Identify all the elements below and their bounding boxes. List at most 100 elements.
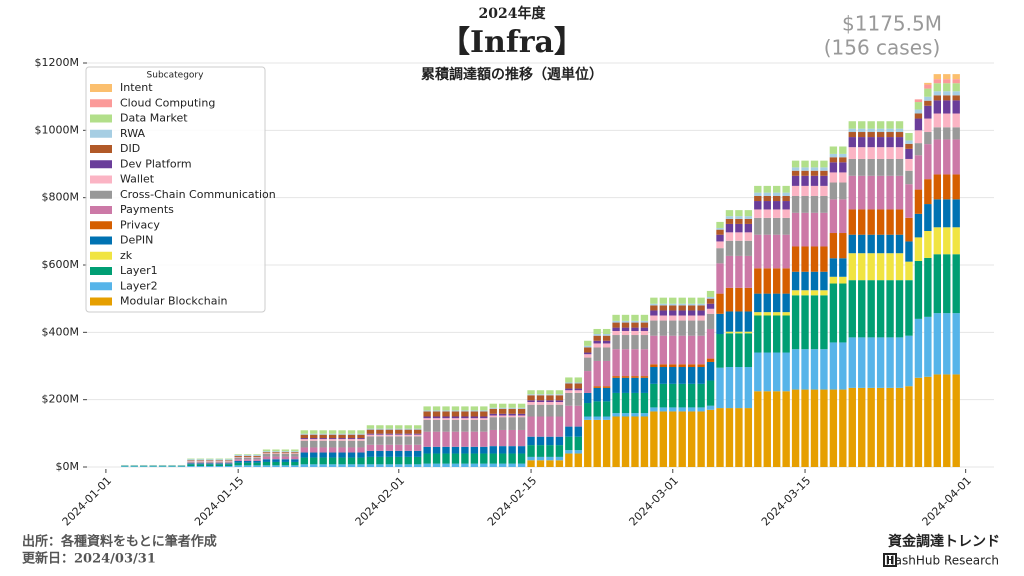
bar-segment <box>744 210 753 217</box>
bar-segment <box>612 416 620 467</box>
bar-segment <box>820 246 828 272</box>
bar-segment <box>858 147 866 159</box>
bar-segment <box>527 394 535 396</box>
bar-segment <box>848 121 856 129</box>
bar-segment <box>801 271 809 291</box>
bar-segment <box>735 331 743 334</box>
bar-segment <box>876 147 885 159</box>
bar-segment <box>810 167 819 171</box>
bar-segment <box>725 218 734 224</box>
bar-segment <box>499 429 507 447</box>
bar-segment <box>357 464 365 467</box>
bar-segment <box>612 335 620 350</box>
bar-segment <box>791 389 800 467</box>
bar-segment <box>432 410 441 412</box>
legend-title: Subcategory <box>147 71 205 81</box>
bar-segment <box>735 333 743 368</box>
bar-segment <box>933 199 941 228</box>
bar-segment <box>905 280 913 336</box>
bar-segment <box>914 155 923 190</box>
bar-segment <box>404 425 412 429</box>
bar-segment <box>489 453 497 464</box>
bar-segment <box>461 410 469 412</box>
bar-segment <box>593 386 601 388</box>
bar-segment <box>262 465 271 467</box>
bar-segment <box>196 462 205 464</box>
bar-segment <box>328 439 337 441</box>
bar-segment <box>782 201 790 210</box>
bar-segment <box>943 254 951 314</box>
legend-label: Wallet <box>120 173 155 186</box>
bar-segment <box>848 158 856 176</box>
bar-segment <box>385 444 394 451</box>
bar-segment <box>262 461 271 466</box>
bar-segment <box>300 457 308 465</box>
bar-segment <box>140 466 148 467</box>
bar-segment <box>225 460 233 462</box>
bar-segment <box>272 456 280 460</box>
bar-segment <box>754 315 762 353</box>
bar-segment <box>451 431 460 447</box>
bar-segment <box>659 303 668 306</box>
bar-segment <box>508 417 516 430</box>
brand: 資金調達トレンド <box>888 533 1000 550</box>
bar-segment <box>281 461 290 466</box>
bar-segment <box>791 167 800 171</box>
bar-segment <box>281 459 290 462</box>
bar-segment <box>744 240 753 256</box>
bar-segment <box>820 271 828 291</box>
bar-segment <box>584 371 592 393</box>
bar-segment <box>763 185 771 193</box>
chart-subtitle: 累積調達額の推移（週単位） <box>421 66 603 83</box>
bar-segment <box>357 452 365 458</box>
bar-segment <box>933 83 941 92</box>
bar-segment <box>744 218 753 224</box>
legend-swatch <box>90 145 112 153</box>
bar-segment <box>574 388 582 391</box>
bar-segment <box>300 433 308 435</box>
bar-segment <box>886 253 894 281</box>
bar-segment <box>952 100 960 114</box>
bar-segment <box>754 185 762 193</box>
bar-segment <box>574 426 582 437</box>
bar-segment <box>924 88 932 97</box>
brand-logo <box>883 553 897 567</box>
bar-segment <box>886 175 894 210</box>
bar-segment <box>848 175 856 210</box>
bar-segment <box>602 347 611 361</box>
bar-segment <box>669 364 677 368</box>
bar-segment <box>272 453 280 454</box>
bar-segment <box>206 462 214 464</box>
bar-segment <box>385 450 394 457</box>
bar-segment <box>536 404 545 417</box>
bar-segment <box>527 456 535 461</box>
bar-segment <box>461 406 469 411</box>
bar-segment <box>905 140 913 144</box>
bar-segment <box>650 303 658 306</box>
bar-segment <box>829 233 838 259</box>
bar-segment <box>782 312 790 316</box>
bar-segment <box>461 463 469 467</box>
bar-segment <box>300 452 308 458</box>
bar-segment <box>310 440 318 448</box>
bar-segment <box>678 411 686 467</box>
bar-segment <box>839 172 847 183</box>
x-tick-label: 2024-01-01 <box>60 474 114 528</box>
bar-segment <box>858 253 866 281</box>
bar-segment <box>782 293 790 313</box>
bar-segment <box>376 436 384 445</box>
bar-segment <box>319 464 327 467</box>
bar-segment <box>810 195 819 213</box>
bar-segment <box>574 390 582 393</box>
bar-segment <box>451 406 460 411</box>
bar-segment <box>650 335 658 365</box>
bar-segment <box>366 464 375 467</box>
bar-segment <box>725 331 734 334</box>
bar-segment <box>867 137 875 148</box>
bar-segment <box>555 456 564 461</box>
bar-segment <box>612 376 620 378</box>
bar-segment <box>338 439 346 441</box>
bar-segment <box>744 287 753 312</box>
bar-segment <box>782 315 790 353</box>
bar-segment <box>451 410 460 412</box>
